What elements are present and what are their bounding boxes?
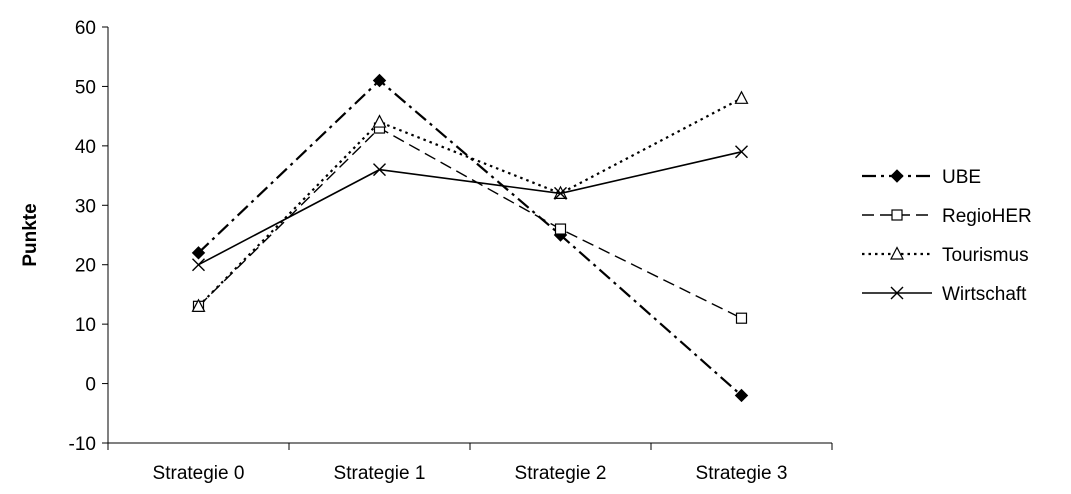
series-line <box>198 127 742 319</box>
y-tick-label: 60 <box>75 18 96 39</box>
data-point <box>373 163 386 177</box>
legend-label: Wirtschaft <box>942 284 1027 305</box>
legend-label: RegioHER <box>942 206 1032 227</box>
x-tick-label: Strategie 2 <box>515 463 607 484</box>
y-tick-label: 50 <box>75 77 96 98</box>
data-point <box>734 90 749 104</box>
y-axis-title: Punkte <box>20 203 41 266</box>
series-line <box>197 79 743 397</box>
data-point <box>191 298 206 312</box>
series-line <box>198 151 742 266</box>
legend-item-tourismus: Tourismus <box>862 245 1029 266</box>
legend: UBE RegioHER Tourismus Wirtschaft <box>862 167 1032 305</box>
y-ticks: -10 0 10 20 30 40 50 60 <box>69 18 108 455</box>
x-tick-label: Strategie 3 <box>696 463 788 484</box>
data-point <box>372 73 387 88</box>
data-point <box>554 186 567 200</box>
series-line <box>197 97 743 308</box>
series-layer <box>191 73 749 403</box>
data-point <box>735 145 748 159</box>
data-point <box>192 258 205 272</box>
legend-item-ube: UBE <box>862 167 981 188</box>
legend-item-wirtschaft: Wirtschaft <box>862 284 1027 305</box>
x-ticks: Strategie 0 Strategie 1 Strategie 2 Strateg… <box>107 443 833 484</box>
data-point <box>734 388 749 403</box>
data-point <box>372 114 387 128</box>
series-tourismus <box>191 90 749 312</box>
legend-label: UBE <box>942 167 981 188</box>
data-point <box>890 169 904 183</box>
data-point <box>891 209 903 221</box>
y-tick-label: -10 <box>69 434 96 455</box>
legend-label: Tourismus <box>942 245 1029 266</box>
y-tick-label: 40 <box>75 137 96 158</box>
y-tick-label: 10 <box>75 315 96 336</box>
data-point <box>735 312 748 324</box>
data-point <box>554 223 567 235</box>
data-point <box>191 246 206 260</box>
x-tick-label: Strategie 1 <box>334 463 426 484</box>
y-tick-label: 20 <box>75 256 96 277</box>
x-tick-label: Strategie 0 <box>153 463 245 484</box>
y-tick-label: 0 <box>85 375 96 396</box>
series-ube <box>191 73 749 403</box>
data-point <box>890 246 904 260</box>
y-tick-label: 30 <box>75 196 96 217</box>
series-wirtschaft <box>192 145 748 272</box>
legend-item-regioher: RegioHER <box>862 206 1032 227</box>
data-point <box>890 286 904 300</box>
